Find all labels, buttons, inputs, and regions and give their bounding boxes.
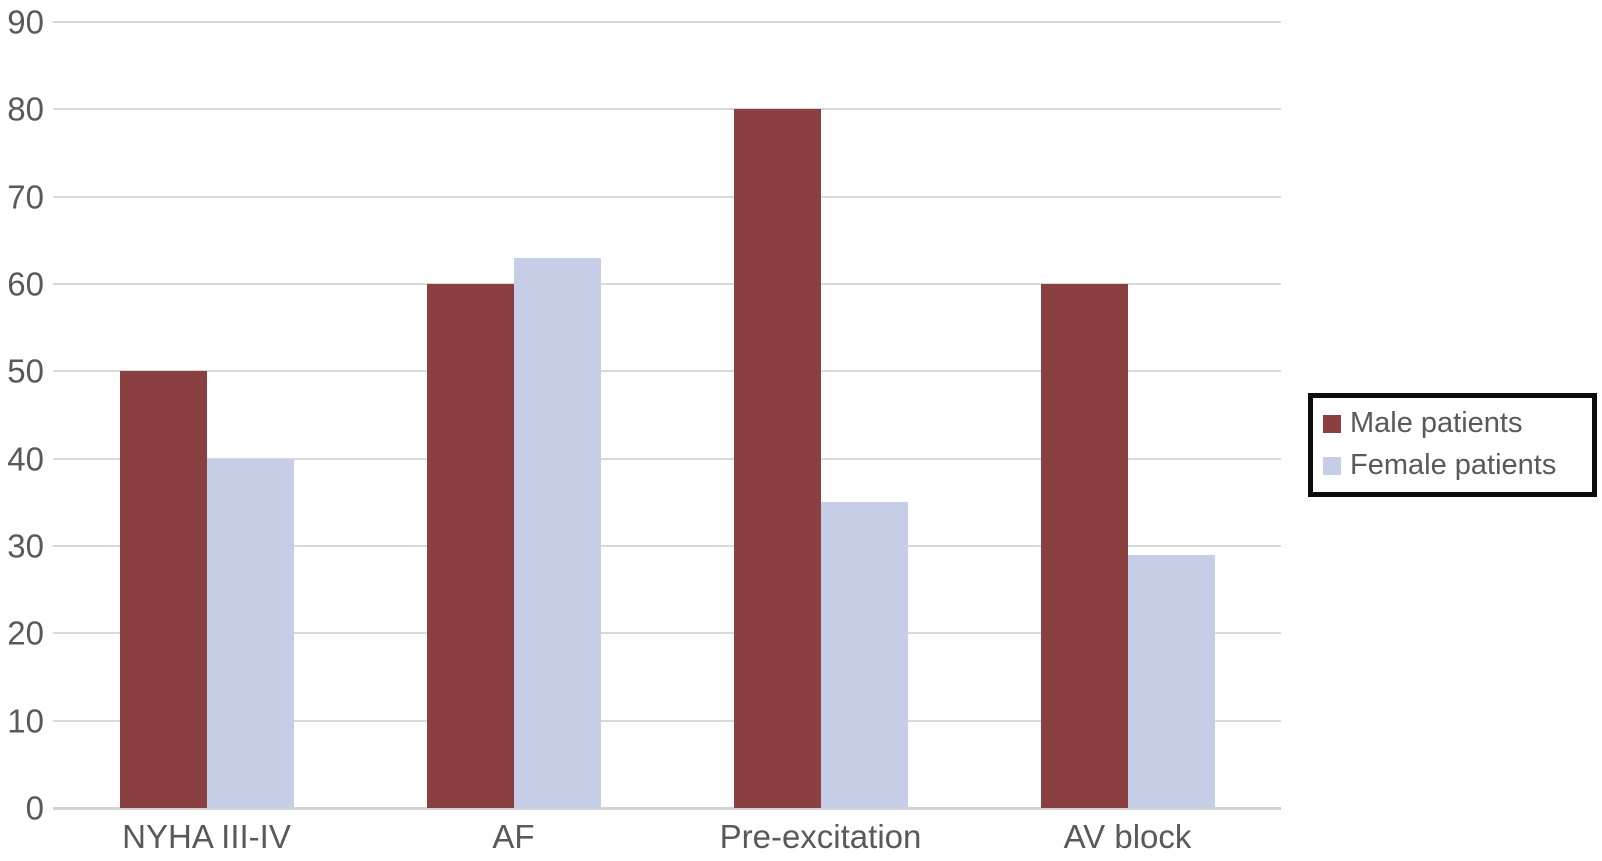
legend-item-male-patients: Male patients	[1323, 405, 1592, 443]
y-tick-label-60: 60	[7, 265, 44, 303]
y-tick-label-30: 30	[7, 527, 44, 565]
y-tick-label-50: 50	[7, 352, 44, 390]
gridline-y-50	[53, 370, 1281, 373]
gridline-y-20	[53, 632, 1281, 635]
plot-area	[53, 21, 1281, 810]
bar-female-patients-pre-excitation	[820, 502, 908, 808]
y-tick-label-90: 90	[7, 3, 44, 41]
female-patients-swatch-icon	[1323, 456, 1341, 475]
y-tick-label-0: 0	[25, 789, 44, 827]
legend: Male patients Female patients	[1308, 393, 1597, 497]
bar-male-patients-pre-excitation	[733, 109, 821, 808]
x-tick-label-pre-excitation: Pre-excitation	[719, 818, 922, 855]
bar-female-patients-af	[513, 257, 601, 808]
bar-female-patients-av-block	[1127, 554, 1215, 808]
gridline-y-10	[53, 719, 1281, 722]
x-axis-line	[53, 807, 1281, 810]
gridline-y-80	[53, 108, 1281, 111]
y-tick-label-70: 70	[7, 178, 44, 216]
bar-group-af	[360, 257, 667, 808]
x-tick-label-nyha-iii-iv: NYHA III-IV	[122, 818, 291, 855]
male-patients-swatch-icon	[1323, 415, 1341, 434]
bar-group-pre-excitation	[667, 109, 974, 808]
bar-male-patients-af	[426, 284, 514, 808]
bar-male-patients-nyha-iii-iv	[119, 371, 207, 808]
bar-group-nyha-iii-iv	[53, 371, 360, 808]
y-tick-label-40: 40	[7, 440, 44, 478]
legend-label-male-patients: Male patients	[1350, 407, 1523, 440]
gridline-y-60	[53, 283, 1281, 285]
legend-label-female-patients: Female patients	[1350, 449, 1557, 481]
gridline-y-90	[53, 21, 1281, 23]
bar-female-patients-nyha-iii-iv	[206, 458, 294, 808]
legend-item-female-patients: Female patients	[1323, 447, 1592, 485]
y-tick-label-10: 10	[7, 702, 44, 740]
gridline-y-30	[53, 545, 1281, 547]
y-tick-label-80: 80	[7, 90, 44, 128]
bar-male-patients-av-block	[1040, 284, 1128, 808]
bar-group-av-block	[974, 284, 1281, 808]
x-tick-label-av-block: AV block	[1063, 818, 1192, 855]
x-tick-label-af: AF	[492, 818, 535, 855]
gridline-y-40	[53, 457, 1281, 460]
gridline-y-70	[53, 195, 1281, 198]
y-tick-label-20: 20	[7, 614, 44, 652]
